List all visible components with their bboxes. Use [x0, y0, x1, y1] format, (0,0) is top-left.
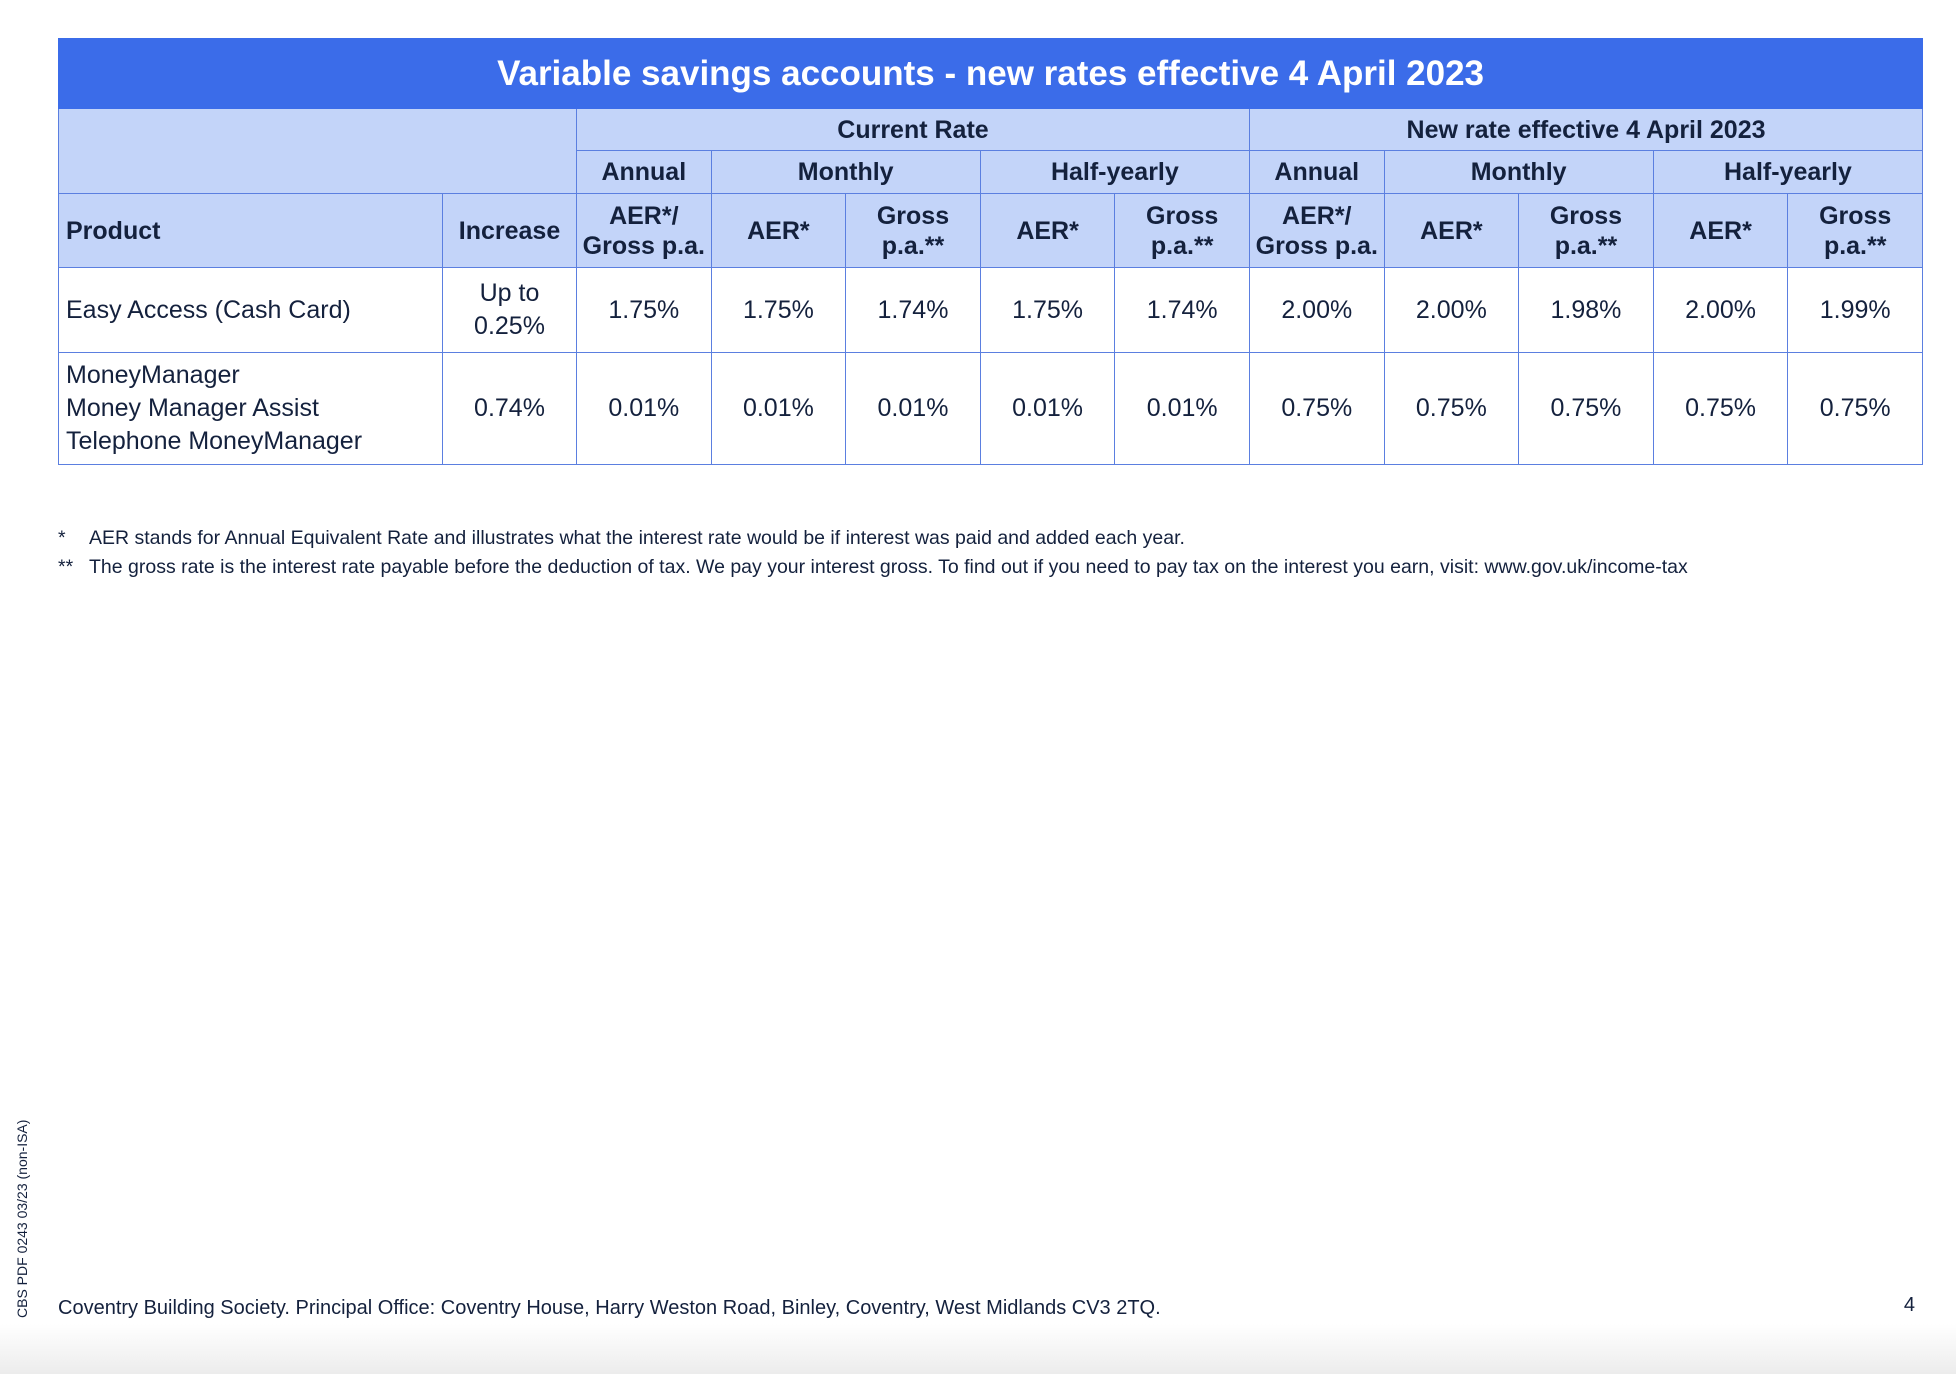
rate-cell: 0.01%	[1114, 352, 1250, 465]
savings-rates-table: Variable savings accounts - new rates ef…	[57, 38, 1924, 465]
rate-cell: 0.75%	[1518, 352, 1654, 465]
column-header-gross: Gross p.a.**	[1787, 193, 1924, 268]
rate-cell: 2.00%	[1383, 267, 1520, 353]
rate-cell: 1.98%	[1518, 267, 1654, 353]
column-header-aer: AER*	[710, 193, 847, 268]
header-new-half-yearly: Half-yearly	[1652, 150, 1924, 194]
page-number: 4	[1903, 1294, 1915, 1316]
rate-cell: 0.75%	[1787, 352, 1924, 465]
rate-cell: 2.00%	[1248, 267, 1385, 353]
header-line: Gross p.a.	[1255, 231, 1378, 260]
table-row: MoneyManager Money Manager Assist Telephon…	[58, 352, 1924, 465]
footnote-aer: * AER stands for Annual Equivalent Rate …	[58, 524, 1688, 553]
rate-cell: 1.75%	[710, 267, 847, 353]
header-current-half-yearly: Half-yearly	[979, 150, 1250, 194]
document-reference: CBS PDF 0243 03/23 (non-ISA)	[14, 1119, 30, 1318]
column-header-aer: AER*	[1652, 193, 1789, 268]
header-line: Gross	[1549, 201, 1623, 230]
table-title: Variable savings accounts - new rates ef…	[57, 38, 1924, 109]
column-header-gross: Gross p.a.**	[1114, 193, 1250, 268]
product-line: Easy Access (Cash Card)	[66, 295, 351, 324]
increase-line: 0.25%	[474, 312, 545, 340]
header-line: Gross	[1819, 201, 1892, 230]
column-header-aer-gross: AER*/Gross p.a.	[1248, 193, 1385, 268]
header-line: p.a.**	[1823, 231, 1887, 260]
rate-cell: 1.75%	[979, 267, 1116, 353]
header-new-monthly: Monthly	[1383, 150, 1654, 194]
footnotes: * AER stands for Annual Equivalent Rate …	[58, 524, 1688, 582]
header-current-monthly: Monthly	[710, 150, 981, 194]
rate-cell: 0.75%	[1652, 352, 1789, 465]
rate-cell: 1.99%	[1787, 267, 1924, 353]
footnote-marker: *	[58, 527, 66, 549]
header-line: Gross	[1146, 201, 1219, 230]
footer-address: Coventry Building Society. Principal Off…	[58, 1297, 1161, 1319]
column-header-gross: Gross p.a.**	[845, 193, 981, 268]
product-line: Telephone MoneyManager	[66, 427, 363, 455]
header-new-annual: Annual	[1248, 150, 1385, 194]
product-line: MoneyManager	[66, 361, 240, 389]
rate-cell: 0.01%	[979, 352, 1116, 465]
column-header-aer-gross: AER*/Gross p.a.	[576, 193, 712, 268]
header-blank-cell	[58, 108, 577, 194]
header-line: AER*/	[609, 201, 679, 230]
rate-cell: 1.74%	[1114, 267, 1250, 353]
column-header-aer: AER*	[1383, 193, 1520, 268]
rate-cell: 0.01%	[710, 352, 847, 465]
increase-cell: 0.74%	[442, 352, 577, 465]
product-line: Money Manager Assist	[66, 394, 319, 422]
column-header-product: Product	[58, 193, 443, 268]
rate-cell: 1.75%	[576, 267, 712, 353]
header-current-annual: Annual	[576, 150, 712, 194]
product-cell: Easy Access (Cash Card)	[58, 267, 443, 353]
rate-cell: 1.74%	[845, 267, 981, 353]
header-new-rate: New rate effective 4 April 2023	[1248, 108, 1924, 151]
header-current-rate: Current Rate	[576, 108, 1250, 151]
header-line: Gross	[876, 201, 950, 230]
footnote-gross: ** The gross rate is the interest rate p…	[58, 553, 1688, 582]
table-row: Easy Access (Cash Card) Up to 0.25% 1.75%…	[58, 267, 1924, 353]
increase-cell: Up to 0.25%	[442, 267, 577, 353]
header-line: AER*/	[1282, 201, 1352, 230]
column-header-aer: AER*	[979, 193, 1116, 268]
footnote-text: The gross rate is the interest rate paya…	[89, 556, 1688, 578]
footnote-marker: **	[58, 556, 74, 578]
header-line: Gross p.a.	[582, 231, 705, 260]
rate-cell: 0.75%	[1383, 352, 1520, 465]
product-cell: MoneyManager Money Manager Assist Telephon…	[58, 352, 443, 465]
column-header-increase: Increase	[442, 193, 577, 268]
rate-cell: 0.01%	[576, 352, 712, 465]
header-line: p.a.**	[881, 231, 945, 260]
footnote-text: AER stands for Annual Equivalent Rate an…	[89, 527, 1185, 549]
column-header-gross: Gross p.a.**	[1518, 193, 1654, 268]
rate-cell: 0.75%	[1248, 352, 1385, 465]
rate-cell: 0.01%	[845, 352, 981, 465]
rate-cell: 2.00%	[1652, 267, 1789, 353]
header-line: p.a.**	[1554, 231, 1618, 260]
header-line: p.a.**	[1150, 231, 1214, 260]
page-bottom-shadow	[0, 1324, 1956, 1374]
increase-line: Up to	[479, 279, 540, 307]
